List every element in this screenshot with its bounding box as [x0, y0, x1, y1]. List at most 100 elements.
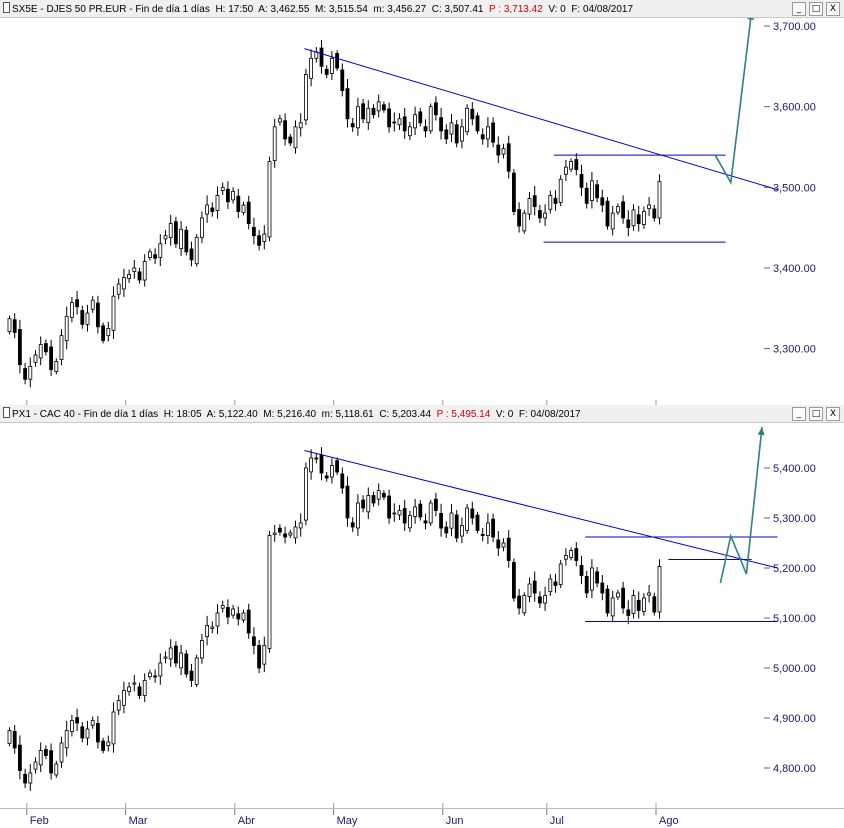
candle: [283, 113, 288, 146]
candle: [584, 570, 589, 599]
candle: [283, 526, 288, 544]
candle: [231, 604, 236, 619]
px1-chart[interactable]: 4,800.00 4,900.00 5,000.00 5,100.00 5,200.00…: [0, 423, 844, 808]
candle: [303, 68, 308, 125]
candle: [324, 471, 329, 482]
close-button[interactable]: X: [826, 407, 840, 421]
restore-button[interactable]: □: [809, 2, 823, 16]
candle: [465, 503, 470, 534]
candle: [319, 447, 324, 481]
candle: [335, 457, 340, 475]
candle: [54, 358, 59, 375]
candle: [205, 195, 210, 223]
candle: [314, 47, 319, 63]
candle: [496, 531, 501, 556]
candle: [371, 491, 376, 507]
candle: [298, 113, 303, 137]
candle: [7, 727, 12, 747]
sx5e-chart[interactable]: 3,300.00 3,400.00 3,500.00 3,600.00 3,700.00: [0, 18, 844, 405]
candle: [652, 592, 657, 616]
candle: [220, 182, 225, 195]
candle: [543, 586, 547, 611]
candle: [189, 241, 194, 267]
restore-button[interactable]: □: [809, 407, 823, 421]
candle: [59, 736, 64, 768]
candle: [642, 593, 646, 616]
candle: [80, 722, 85, 743]
candle: [485, 513, 490, 545]
candle: [657, 174, 662, 225]
trendline[interactable]: [304, 450, 778, 569]
candle: [392, 112, 397, 132]
y-tick-label: 5,200.00: [773, 563, 816, 575]
projection-path[interactable]: [714, 18, 752, 185]
candle: [210, 621, 215, 634]
candle: [137, 267, 142, 284]
candle: [96, 716, 100, 749]
candle: [168, 639, 173, 667]
projection-arrowhead: [757, 427, 765, 436]
candle: [153, 248, 158, 265]
candle: [231, 187, 236, 204]
candle: [392, 503, 397, 522]
trendline[interactable]: [304, 48, 778, 191]
candle: [600, 574, 605, 601]
candle: [38, 336, 43, 366]
candle: [512, 558, 516, 602]
candle: [610, 590, 615, 623]
candle: [147, 248, 152, 261]
sx5e-window-controls: _ □ X: [792, 2, 840, 16]
candle: [101, 322, 105, 344]
candle: [657, 559, 662, 619]
candle: [381, 490, 386, 500]
px1-date: F: 04/08/2017: [518, 409, 581, 420]
candle: [184, 226, 189, 256]
candle: [309, 49, 314, 87]
sx5e-title: SX5E - DJES 50 PR.EUR - Fin de día 1 día…: [3, 2, 633, 15]
candle: [163, 651, 168, 664]
candle: [548, 574, 553, 596]
y-tick-label: 5,100.00: [773, 613, 816, 625]
candle: [449, 113, 454, 143]
candle: [485, 117, 490, 148]
projection-path[interactable]: [719, 426, 763, 584]
y-tick-label: 4,800.00: [773, 763, 816, 775]
candle: [241, 201, 246, 216]
candle: [558, 175, 563, 207]
candle: [647, 196, 651, 216]
candle: [459, 118, 464, 149]
candle: [70, 714, 74, 737]
month-label: Jun: [446, 815, 464, 827]
candle: [90, 296, 95, 313]
candle: [350, 517, 355, 533]
candle: [44, 745, 48, 760]
candle: [626, 600, 631, 625]
minimize-button[interactable]: _: [792, 2, 806, 16]
minimize-button[interactable]: _: [792, 407, 806, 421]
projection-arrowhead: [747, 18, 755, 20]
close-button[interactable]: X: [826, 2, 840, 16]
candle: [553, 573, 558, 593]
candle: [298, 513, 303, 537]
candle: [397, 504, 402, 520]
candle: [303, 462, 308, 526]
candle: [142, 673, 147, 702]
candle: [132, 259, 137, 279]
y-tick-label: 4,900.00: [773, 713, 816, 725]
candle: [459, 517, 464, 544]
candle: [418, 107, 423, 127]
candle: [75, 708, 79, 731]
candle: [257, 230, 262, 251]
candle: [423, 119, 428, 138]
candle: [288, 133, 293, 146]
px1-pointer: P : 5,495.14: [436, 409, 491, 420]
candle: [293, 120, 298, 154]
candle: [454, 510, 459, 543]
candle: [605, 585, 610, 617]
candle: [329, 458, 334, 484]
candle: [184, 649, 189, 678]
y-tick-label: 3,300.00: [773, 344, 816, 356]
candle: [569, 158, 573, 172]
sx5e-time: H: 17:50: [215, 4, 254, 15]
candle: [158, 234, 163, 267]
